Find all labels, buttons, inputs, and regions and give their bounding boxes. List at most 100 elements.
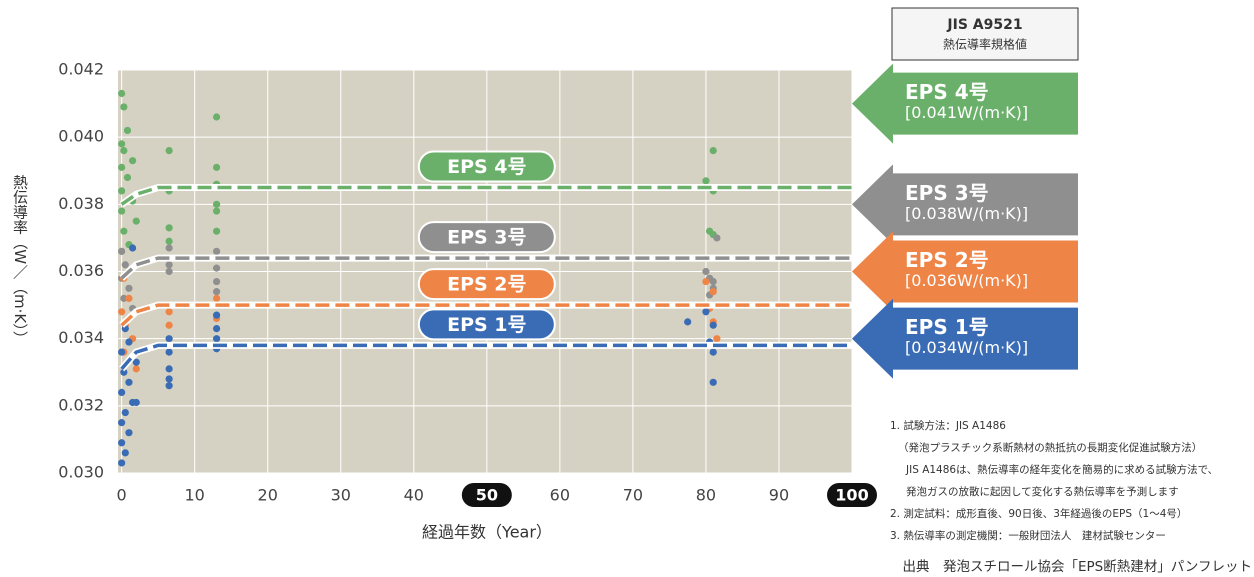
standard-label: [0.034W/(m·K)] <box>905 338 1028 357</box>
data-point <box>702 177 710 185</box>
y-tick-label: 0.034 <box>58 328 104 347</box>
data-point <box>165 244 173 252</box>
data-point <box>684 318 692 326</box>
standard-name: EPS 4号 <box>905 80 989 104</box>
x-tick-label: 70 <box>623 486 643 505</box>
standard-name: EPS 3号 <box>905 181 989 205</box>
data-point <box>118 459 126 467</box>
data-point <box>212 264 221 272</box>
data-point <box>165 261 173 269</box>
standard-arrow <box>852 63 1078 144</box>
data-point <box>118 388 126 396</box>
series-pill <box>417 308 556 341</box>
data-point <box>165 382 173 390</box>
y-tick-label: 0.030 <box>58 463 104 482</box>
x-tick-label: 20 <box>258 486 278 505</box>
note: 発泡ガスの放散に起因して変化する熱伝導率を予測します <box>906 485 1179 498</box>
note: JIS A1486は、熱伝導率の経年変化を簡易的に求める試験方法で、 <box>905 463 1218 476</box>
data-point <box>125 378 133 386</box>
data-point <box>132 398 140 407</box>
series-pill <box>417 150 556 183</box>
x-tick-label: 90 <box>769 486 789 505</box>
data-point <box>120 227 128 235</box>
data-point <box>125 338 133 346</box>
standard-arrow <box>852 164 1078 245</box>
data-point <box>118 348 126 356</box>
x-tick-label: 60 <box>550 486 570 505</box>
trend-line <box>120 256 852 280</box>
data-point <box>702 277 710 286</box>
header-subtitle: 熱伝導率規格値 <box>943 37 1027 52</box>
data-point <box>709 378 717 386</box>
data-point <box>118 163 126 171</box>
data-point <box>212 207 221 215</box>
data-point <box>212 288 221 296</box>
trend-line <box>120 343 852 371</box>
x-axis-label: 経過年数（Year） <box>422 523 552 542</box>
header-title: JIS A9521 <box>946 17 1022 33</box>
data-point <box>118 439 126 447</box>
data-point <box>709 277 717 286</box>
data-point <box>165 348 173 356</box>
data-point <box>165 224 173 232</box>
data-point <box>129 244 137 252</box>
series-label: EPS 2号 <box>447 274 526 296</box>
data-point <box>118 140 126 148</box>
series-pill <box>417 268 556 301</box>
trend-line <box>120 185 852 206</box>
note: （発泡プラスチック系断熱材の熱抵抗の長期変化促進試験方法） <box>898 441 1202 454</box>
x-tick-label: 10 <box>185 486 205 505</box>
standard-label: [0.036W/(m·K)] <box>905 271 1028 290</box>
data-point <box>118 207 126 215</box>
data-point <box>120 147 128 155</box>
standard-label: [0.038W/(m·K)] <box>905 204 1028 223</box>
x-tick-label: 100 <box>835 486 868 505</box>
data-point <box>212 227 221 235</box>
data-point <box>713 234 721 242</box>
series-pill <box>417 221 556 254</box>
note: 1. 試験方法：JIS A1486 <box>890 419 1006 432</box>
y-tick-label: 0.032 <box>58 395 104 414</box>
y-tick-label: 0.042 <box>58 60 104 79</box>
data-point <box>132 217 140 225</box>
data-point <box>212 113 221 121</box>
data-point <box>212 277 221 286</box>
trend-line <box>120 303 852 327</box>
data-point <box>125 284 133 292</box>
x-tick-label: 0 <box>117 486 127 505</box>
note: 3. 熱伝導率の測定機関：一般財団法人 建材試験センター <box>890 529 1166 542</box>
note: 2. 測定試料：成形直後、90日後、3年経過後のEPS（1～4号） <box>890 507 1187 520</box>
data-point <box>212 163 221 171</box>
data-point <box>212 311 221 319</box>
x-tick-highlight <box>827 483 877 507</box>
data-point <box>125 429 133 437</box>
data-point <box>702 308 710 316</box>
data-point <box>709 321 717 329</box>
data-point <box>121 261 129 269</box>
data-point <box>702 267 710 276</box>
data-point <box>123 173 132 182</box>
data-point <box>709 288 717 296</box>
data-point <box>118 308 126 316</box>
data-point <box>212 200 221 208</box>
data-point <box>165 335 173 343</box>
data-point <box>118 187 126 195</box>
data-point <box>165 308 173 316</box>
y-tick-label: 0.038 <box>58 194 104 213</box>
data-point <box>132 358 140 366</box>
data-point <box>125 294 133 302</box>
data-point <box>212 324 221 333</box>
data-point <box>713 335 721 343</box>
series-label: EPS 4号 <box>447 156 526 178</box>
y-axis-label: 熱伝導率（W／（m·K）） <box>11 174 29 346</box>
x-tick-label: 50 <box>476 486 498 505</box>
data-point <box>165 267 173 276</box>
x-tick-label: 30 <box>331 486 351 505</box>
data-point <box>165 237 173 245</box>
standard-name: EPS 2号 <box>905 248 989 272</box>
data-point <box>132 365 140 373</box>
data-point <box>709 147 717 155</box>
data-point <box>165 147 173 155</box>
data-point <box>121 449 129 457</box>
